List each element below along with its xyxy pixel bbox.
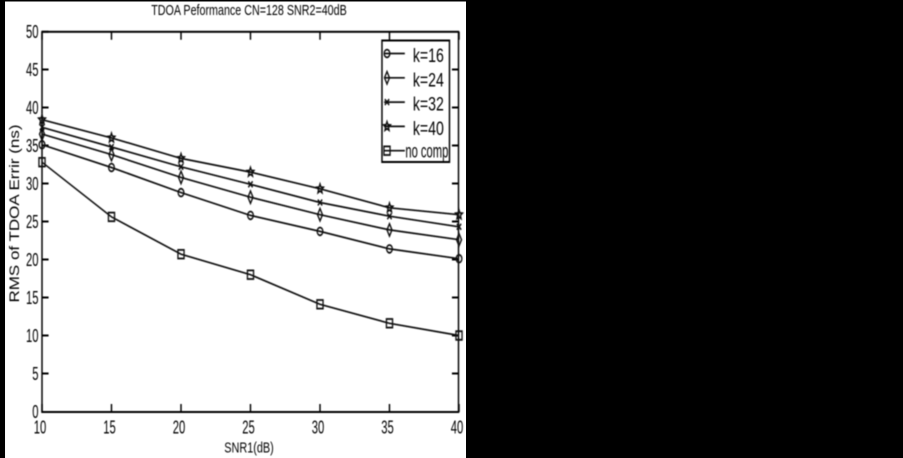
svg-text:50: 50 — [26, 22, 39, 43]
svg-text:5: 5 — [32, 364, 38, 385]
svg-text:30: 30 — [26, 174, 39, 195]
svg-text:20: 20 — [26, 250, 39, 271]
svg-text:k=32: k=32 — [413, 93, 444, 115]
svg-text:k=40: k=40 — [413, 118, 444, 140]
svg-text:k=24: k=24 — [413, 69, 444, 91]
svg-text:20: 20 — [173, 417, 186, 438]
svg-text:SNR1(dB): SNR1(dB) — [224, 440, 274, 456]
svg-text:45: 45 — [26, 60, 39, 81]
svg-text:10: 10 — [34, 417, 47, 438]
svg-text:40: 40 — [451, 417, 464, 438]
svg-text:TDOA Peformance CN=128 SNR2=40: TDOA Peformance CN=128 SNR2=40dB — [151, 1, 347, 18]
svg-text:15: 15 — [26, 288, 39, 309]
svg-text:no comp: no comp — [405, 140, 448, 162]
svg-text:40: 40 — [26, 98, 39, 119]
svg-text:15: 15 — [103, 417, 116, 438]
svg-text:35: 35 — [381, 417, 394, 438]
svg-text:RMS of TDOA Errir (ns): RMS of TDOA Errir (ns) — [6, 125, 22, 303]
svg-text:k=16: k=16 — [413, 45, 444, 67]
svg-text:35: 35 — [26, 136, 39, 157]
svg-text:0: 0 — [32, 402, 38, 423]
svg-text:25: 25 — [242, 417, 255, 438]
svg-text:30: 30 — [312, 417, 325, 438]
svg-text:25: 25 — [26, 212, 39, 233]
svg-text:10: 10 — [26, 326, 39, 347]
